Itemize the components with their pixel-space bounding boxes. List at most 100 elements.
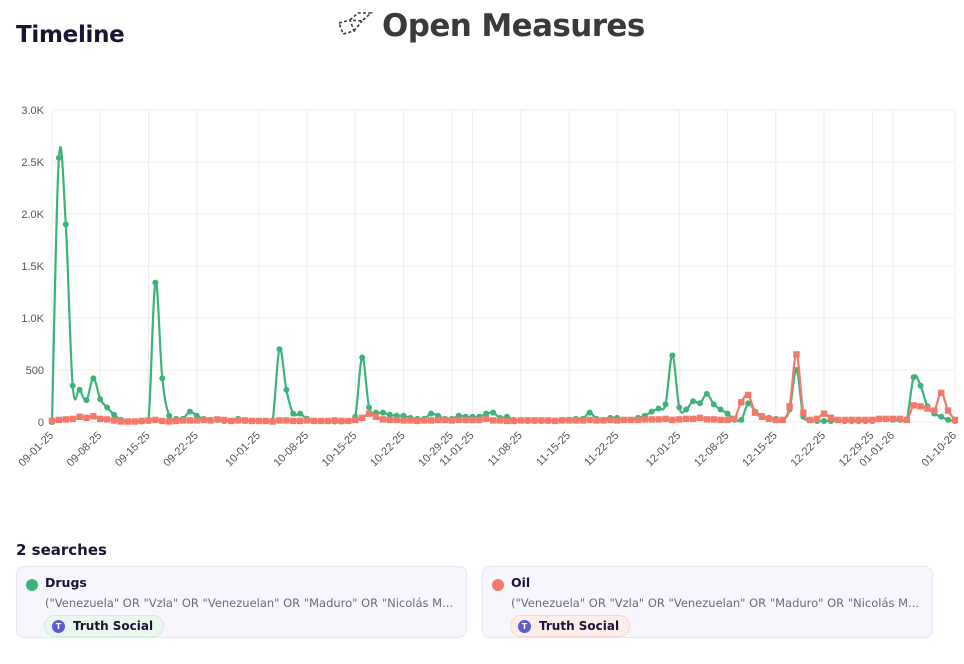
data-point[interactable]: [331, 417, 338, 424]
data-point[interactable]: [90, 375, 97, 382]
data-point[interactable]: [138, 417, 145, 425]
timeline-chart[interactable]: 0 500 1.0K 1.5K 2.0K 2.5K 3.0K 09-01-25 09-08-2…: [0, 95, 964, 495]
data-point[interactable]: [255, 417, 262, 425]
data-point[interactable]: [110, 417, 118, 424]
data-point[interactable]: [772, 416, 779, 424]
data-point[interactable]: [407, 417, 414, 424]
data-point[interactable]: [669, 352, 676, 359]
data-point[interactable]: [48, 417, 56, 425]
data-point[interactable]: [551, 417, 559, 425]
data-point[interactable]: [572, 417, 580, 424]
data-point[interactable]: [400, 417, 407, 424]
data-point[interactable]: [917, 382, 924, 389]
data-point[interactable]: [90, 413, 97, 420]
data-point[interactable]: [689, 415, 697, 423]
data-point[interactable]: [579, 417, 586, 424]
data-point[interactable]: [751, 409, 759, 416]
data-point[interactable]: [469, 416, 476, 424]
data-point[interactable]: [303, 417, 311, 424]
data-point[interactable]: [710, 416, 717, 423]
search-card-drugs[interactable]: Drugs ("Venezuela" OR "Vzla" OR "Venezue…: [16, 566, 467, 638]
data-point[interactable]: [152, 279, 159, 286]
data-point[interactable]: [634, 416, 642, 424]
data-point[interactable]: [869, 416, 876, 424]
data-point[interactable]: [731, 415, 738, 423]
data-point[interactable]: [359, 354, 366, 361]
data-point[interactable]: [690, 398, 697, 405]
data-point[interactable]: [724, 410, 731, 417]
data-point[interactable]: [931, 407, 938, 414]
data-point[interactable]: [896, 415, 904, 423]
data-point[interactable]: [55, 154, 62, 161]
data-point[interactable]: [166, 412, 173, 419]
data-point[interactable]: [938, 413, 945, 420]
data-point[interactable]: [827, 414, 835, 422]
data-point[interactable]: [441, 416, 449, 424]
data-point[interactable]: [179, 417, 187, 424]
data-point[interactable]: [228, 417, 235, 425]
data-point[interactable]: [745, 400, 752, 407]
data-point[interactable]: [910, 374, 917, 381]
data-point[interactable]: [593, 417, 600, 424]
data-point[interactable]: [103, 416, 111, 423]
data-point[interactable]: [214, 416, 221, 423]
search-card-oil[interactable]: Oil ("Venezuela" OR "Vzla" OR "Venezuela…: [482, 566, 933, 638]
data-point[interactable]: [489, 417, 497, 424]
data-point[interactable]: [944, 407, 952, 414]
data-point[interactable]: [338, 417, 345, 425]
data-point[interactable]: [76, 413, 83, 420]
data-point[interactable]: [124, 418, 132, 425]
data-point[interactable]: [517, 417, 524, 424]
data-point[interactable]: [379, 416, 387, 423]
data-point[interactable]: [841, 416, 848, 424]
data-point[interactable]: [241, 417, 249, 424]
data-point[interactable]: [820, 410, 828, 417]
data-point[interactable]: [186, 408, 193, 415]
data-point[interactable]: [545, 417, 552, 424]
data-point[interactable]: [448, 417, 456, 424]
data-point[interactable]: [669, 416, 676, 424]
data-point[interactable]: [910, 402, 917, 409]
data-point[interactable]: [875, 415, 883, 423]
data-point[interactable]: [476, 416, 483, 424]
data-point[interactable]: [745, 391, 752, 399]
data-point[interactable]: [200, 416, 207, 424]
data-point[interactable]: [703, 390, 710, 397]
data-point[interactable]: [159, 375, 166, 382]
data-point[interactable]: [414, 417, 421, 425]
data-point[interactable]: [290, 410, 297, 417]
data-point[interactable]: [131, 418, 138, 425]
data-point[interactable]: [345, 417, 352, 425]
data-point[interactable]: [862, 416, 869, 424]
data-point[interactable]: [662, 401, 669, 408]
data-point[interactable]: [172, 417, 180, 425]
data-point[interactable]: [738, 399, 745, 406]
data-point[interactable]: [641, 416, 649, 423]
data-point[interactable]: [586, 416, 593, 424]
data-point[interactable]: [97, 396, 104, 403]
data-point[interactable]: [434, 416, 442, 424]
data-point[interactable]: [620, 416, 628, 424]
data-point[interactable]: [462, 416, 469, 424]
data-point[interactable]: [69, 382, 76, 389]
data-point[interactable]: [386, 416, 393, 424]
data-point[interactable]: [882, 415, 890, 423]
data-point[interactable]: [207, 417, 214, 424]
data-point[interactable]: [917, 403, 924, 410]
data-point[interactable]: [366, 404, 373, 411]
data-point[interactable]: [717, 406, 724, 413]
platform-chip[interactable]: T Truth Social: [510, 615, 631, 637]
data-point[interactable]: [365, 410, 373, 417]
data-point[interactable]: [676, 404, 683, 411]
data-point[interactable]: [676, 416, 683, 423]
data-point[interactable]: [565, 417, 573, 424]
data-point[interactable]: [193, 417, 200, 424]
data-point[interactable]: [276, 417, 283, 424]
data-point[interactable]: [97, 415, 104, 423]
data-point[interactable]: [297, 410, 304, 417]
data-point[interactable]: [483, 415, 490, 423]
data-point[interactable]: [538, 417, 545, 424]
data-point[interactable]: [889, 415, 897, 423]
data-point[interactable]: [352, 416, 359, 424]
data-point[interactable]: [379, 409, 386, 416]
